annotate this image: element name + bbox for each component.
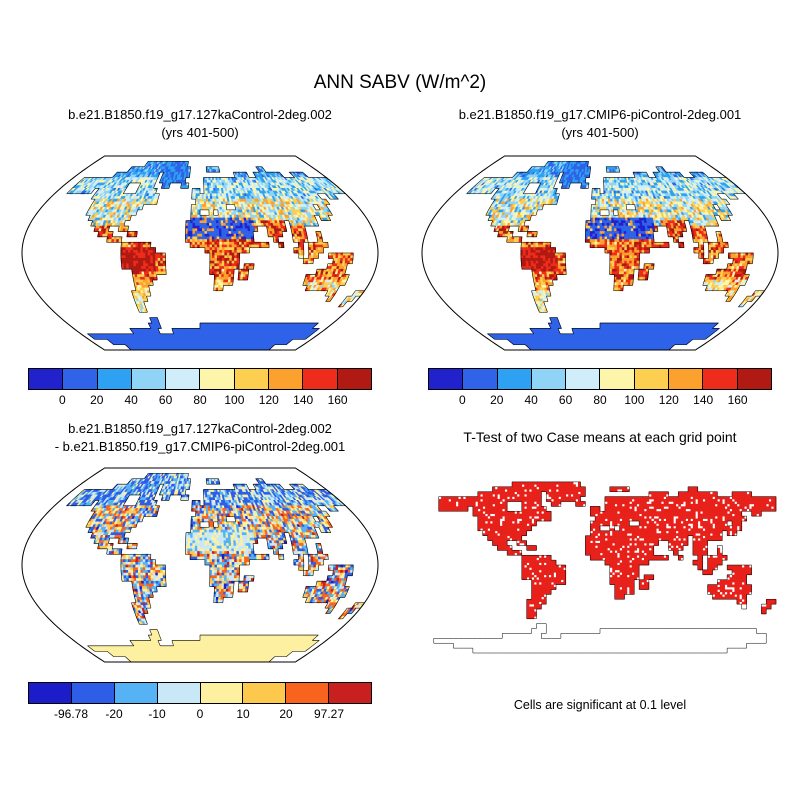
colorbar-tick-label: 80 bbox=[193, 393, 207, 407]
colorbar-tick-label: 140 bbox=[293, 393, 314, 407]
colorbar-tick-label: 60 bbox=[158, 393, 173, 407]
panel-top-right-title-line1: b.e21.B1850.f19_g17.CMIP6-piControl-2deg… bbox=[458, 107, 742, 122]
colorbar-tick-label: 60 bbox=[558, 393, 573, 407]
colorbar-tick-label: 20 bbox=[279, 707, 293, 721]
colorbar-segment bbox=[302, 369, 337, 389]
colorbar-tick-label: 100 bbox=[624, 393, 645, 407]
colorbar-labels: 0 20 40 60 80 100 120 140 160 bbox=[28, 393, 372, 409]
colorbar-segment bbox=[429, 369, 463, 389]
panel-top-left-title: b.e21.B1850.f19_g17.127kaControl-2deg.00… bbox=[0, 106, 400, 142]
colorbar-tick-label: 140 bbox=[693, 393, 714, 407]
colorbar-segment bbox=[96, 369, 131, 389]
colorbar-tick-label: 20 bbox=[490, 393, 504, 407]
colorbar-segment bbox=[199, 683, 243, 703]
colorbar-segment bbox=[668, 369, 703, 389]
colorbar-tick-label: 40 bbox=[524, 393, 538, 407]
colorbar-segment bbox=[702, 369, 737, 389]
colorbar-boxes bbox=[428, 368, 772, 390]
colorbar-top-left: 0 20 40 60 80 100 120 140 160 bbox=[28, 368, 372, 408]
colorbar-segment bbox=[29, 369, 63, 389]
panel-bottom-left-title-line1: b.e21.B1850.f19_g17.127kaControl-2deg.00… bbox=[68, 421, 332, 436]
panel-top-right-title: b.e21.B1850.f19_g17.CMIP6-piControl-2deg… bbox=[400, 106, 800, 142]
map-difference bbox=[18, 462, 382, 668]
colorbar-segment bbox=[165, 369, 200, 389]
colorbar-segment bbox=[70, 683, 114, 703]
colorbar-labels: -96.78 -20 -10 0 10 20 97.27 bbox=[28, 707, 372, 723]
map-ttest bbox=[418, 462, 782, 668]
colorbar-segment bbox=[336, 369, 371, 389]
colorbar-tick-label: 20 bbox=[90, 393, 104, 407]
colorbar-tick-label: 0 bbox=[459, 393, 466, 407]
colorbar-segment bbox=[113, 683, 157, 703]
colorbar-tick-label: 100 bbox=[224, 393, 245, 407]
colorbar-tick-label: 0 bbox=[59, 393, 66, 407]
colorbar-segment bbox=[736, 369, 771, 389]
colorbar-tick-label: -10 bbox=[148, 707, 166, 721]
colorbar-segment bbox=[233, 369, 269, 389]
panel-top-right-title-line2: (yrs 401-500) bbox=[561, 125, 639, 140]
colorbar-segment bbox=[496, 369, 531, 389]
colorbar-segment bbox=[530, 369, 566, 389]
colorbar-difference: -96.78 -20 -10 0 10 20 97.27 bbox=[28, 682, 372, 722]
colorbar-tick-label: 160 bbox=[727, 393, 748, 407]
figure-title: ANN SABV (W/m^2) bbox=[313, 72, 487, 93]
colorbar-segment bbox=[285, 683, 329, 703]
panel-bottom-right-title: T-Test of two Case means at each grid po… bbox=[463, 429, 737, 445]
colorbar-tick-label: 40 bbox=[124, 393, 138, 407]
colorbar-segment bbox=[62, 369, 97, 389]
panel-top-left-title-line1: b.e21.B1850.f19_g17.127kaControl-2deg.00… bbox=[68, 107, 332, 122]
colorbar-segment bbox=[462, 369, 497, 389]
colorbar-tick-label: -96.78 bbox=[53, 707, 89, 721]
colorbar-segment bbox=[29, 683, 71, 703]
colorbar-segment bbox=[130, 369, 166, 389]
colorbar-tick-label: -20 bbox=[105, 707, 123, 721]
colorbar-segment bbox=[199, 369, 234, 389]
map-127ka-control bbox=[18, 150, 382, 356]
colorbar-labels: 0 20 40 60 80 100 120 140 160 bbox=[428, 393, 772, 409]
colorbar-top-right: 0 20 40 60 80 100 120 140 160 bbox=[428, 368, 772, 408]
colorbar-segment bbox=[565, 369, 600, 389]
panel-bottom-left-title-line2: - b.e21.B1850.f19_g17.CMIP6-piControl-2d… bbox=[54, 439, 346, 454]
colorbar-segment bbox=[268, 369, 303, 389]
panel-top-left-title-line2: (yrs 401-500) bbox=[161, 125, 239, 140]
panel-bottom-left-title: b.e21.B1850.f19_g17.127kaControl-2deg.00… bbox=[0, 420, 400, 456]
colorbar-tick-label: 120 bbox=[658, 393, 679, 407]
colorbar-boxes bbox=[28, 368, 372, 390]
colorbar-segment bbox=[156, 683, 200, 703]
map-piControl bbox=[418, 150, 782, 356]
colorbar-segment bbox=[599, 369, 634, 389]
colorbar-tick-label: 0 bbox=[196, 707, 204, 721]
ttest-caption: Cells are significant at 0.1 level bbox=[513, 698, 687, 712]
colorbar-tick-label: 80 bbox=[593, 393, 607, 407]
colorbar-segment bbox=[242, 683, 286, 703]
colorbar-tick-label: 120 bbox=[258, 393, 279, 407]
colorbar-tick-label: 97.27 bbox=[313, 707, 345, 721]
colorbar-tick-label: 10 bbox=[236, 707, 250, 721]
colorbar-segment bbox=[328, 683, 371, 703]
colorbar-tick-label: 160 bbox=[327, 393, 348, 407]
colorbar-boxes bbox=[28, 682, 372, 704]
colorbar-segment bbox=[633, 369, 669, 389]
